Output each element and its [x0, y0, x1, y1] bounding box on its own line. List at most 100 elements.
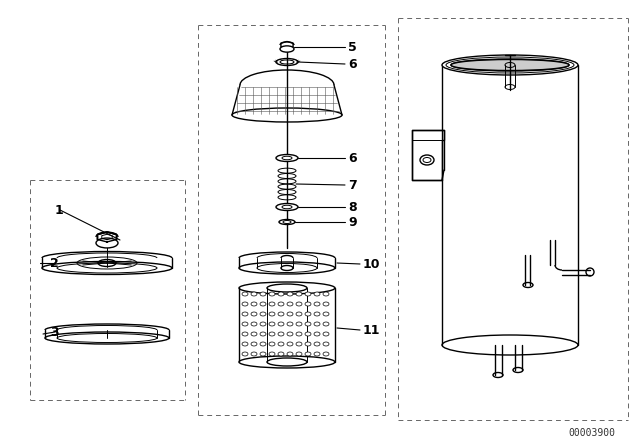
Polygon shape: [281, 42, 293, 48]
Ellipse shape: [251, 312, 257, 316]
Ellipse shape: [239, 282, 335, 294]
Ellipse shape: [305, 302, 311, 306]
Ellipse shape: [287, 302, 293, 306]
Ellipse shape: [242, 302, 248, 306]
Ellipse shape: [276, 155, 298, 161]
Ellipse shape: [442, 55, 578, 75]
Ellipse shape: [269, 332, 275, 336]
Text: 9: 9: [348, 215, 356, 228]
Ellipse shape: [276, 203, 298, 211]
Polygon shape: [442, 65, 578, 345]
Text: 6: 6: [348, 57, 356, 70]
Polygon shape: [451, 65, 569, 70]
Polygon shape: [232, 75, 342, 115]
Ellipse shape: [278, 292, 284, 296]
Ellipse shape: [296, 302, 302, 306]
Ellipse shape: [451, 60, 569, 70]
Polygon shape: [239, 288, 335, 362]
Ellipse shape: [296, 352, 302, 356]
Text: 2: 2: [50, 257, 59, 270]
Ellipse shape: [314, 342, 320, 346]
Text: 1: 1: [55, 203, 64, 216]
Text: 5: 5: [348, 40, 356, 53]
Ellipse shape: [323, 352, 329, 356]
Ellipse shape: [296, 322, 302, 326]
Ellipse shape: [251, 332, 257, 336]
Ellipse shape: [269, 312, 275, 316]
Text: 6: 6: [348, 151, 356, 164]
Text: 10: 10: [363, 258, 381, 271]
Ellipse shape: [314, 322, 320, 326]
Ellipse shape: [251, 322, 257, 326]
Ellipse shape: [242, 352, 248, 356]
Ellipse shape: [323, 342, 329, 346]
Ellipse shape: [279, 220, 295, 224]
Ellipse shape: [305, 352, 311, 356]
Ellipse shape: [287, 332, 293, 336]
Ellipse shape: [251, 342, 257, 346]
Ellipse shape: [314, 292, 320, 296]
Ellipse shape: [239, 356, 335, 368]
Ellipse shape: [451, 59, 569, 71]
Ellipse shape: [296, 332, 302, 336]
Text: 11: 11: [363, 323, 381, 336]
Polygon shape: [42, 258, 172, 268]
Text: 3: 3: [50, 326, 59, 339]
Ellipse shape: [96, 238, 118, 248]
Ellipse shape: [269, 302, 275, 306]
Ellipse shape: [305, 332, 311, 336]
Ellipse shape: [269, 292, 275, 296]
Ellipse shape: [276, 59, 298, 65]
Ellipse shape: [305, 342, 311, 346]
Ellipse shape: [278, 312, 284, 316]
Ellipse shape: [287, 352, 293, 356]
Ellipse shape: [260, 302, 266, 306]
Ellipse shape: [242, 292, 248, 296]
Ellipse shape: [278, 322, 284, 326]
Ellipse shape: [314, 312, 320, 316]
Ellipse shape: [260, 322, 266, 326]
Ellipse shape: [260, 352, 266, 356]
Ellipse shape: [278, 342, 284, 346]
Ellipse shape: [323, 312, 329, 316]
Ellipse shape: [305, 292, 311, 296]
Ellipse shape: [287, 292, 293, 296]
Ellipse shape: [323, 292, 329, 296]
Ellipse shape: [260, 312, 266, 316]
Ellipse shape: [251, 292, 257, 296]
Ellipse shape: [305, 312, 311, 316]
Ellipse shape: [42, 262, 172, 275]
Ellipse shape: [314, 302, 320, 306]
Ellipse shape: [278, 302, 284, 306]
Ellipse shape: [251, 352, 257, 356]
Ellipse shape: [323, 302, 329, 306]
Ellipse shape: [296, 312, 302, 316]
Ellipse shape: [260, 292, 266, 296]
Ellipse shape: [239, 262, 335, 274]
Ellipse shape: [323, 332, 329, 336]
Polygon shape: [45, 330, 169, 338]
Ellipse shape: [242, 332, 248, 336]
Ellipse shape: [287, 312, 293, 316]
Ellipse shape: [296, 342, 302, 346]
Ellipse shape: [269, 322, 275, 326]
Ellipse shape: [242, 342, 248, 346]
Ellipse shape: [232, 108, 342, 122]
Ellipse shape: [278, 332, 284, 336]
Ellipse shape: [323, 322, 329, 326]
Ellipse shape: [287, 322, 293, 326]
Polygon shape: [97, 232, 116, 242]
Ellipse shape: [278, 352, 284, 356]
Text: 7: 7: [348, 178, 356, 191]
Polygon shape: [412, 130, 444, 180]
Ellipse shape: [269, 352, 275, 356]
Ellipse shape: [314, 352, 320, 356]
Ellipse shape: [314, 332, 320, 336]
Ellipse shape: [281, 266, 293, 271]
Ellipse shape: [296, 292, 302, 296]
Ellipse shape: [280, 46, 294, 52]
Ellipse shape: [251, 302, 257, 306]
Ellipse shape: [260, 342, 266, 346]
Ellipse shape: [242, 312, 248, 316]
Ellipse shape: [442, 335, 578, 355]
